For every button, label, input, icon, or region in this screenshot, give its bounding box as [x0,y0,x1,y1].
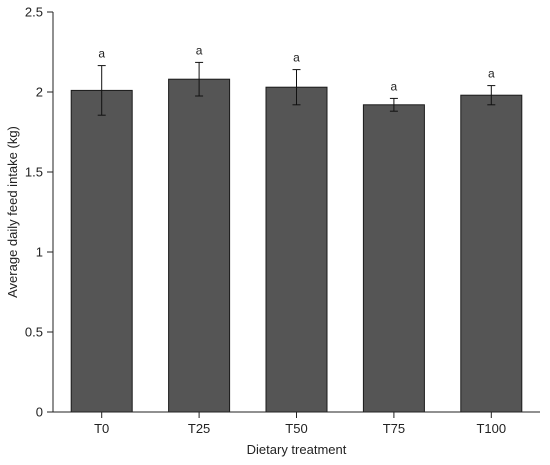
bar-t0 [70,89,133,413]
error-bar-t100 [487,85,496,106]
error-bars-layer [97,61,496,116]
bar-t100 [460,94,523,413]
y-tick-label: 2.5 [25,5,43,20]
bar-t75 [362,104,425,413]
error-bar-t50 [292,69,301,106]
significance-label-t100: a [488,67,495,81]
significance-label-t25: a [196,43,203,57]
bar-t50 [265,86,328,413]
y-tick-label: 2 [36,85,43,100]
significance-labels-layer: a a a a a [98,43,495,93]
error-bar-t75 [389,97,398,112]
x-tick-label-t50: T50 [285,421,307,436]
y-tick-label: 1.5 [25,165,43,180]
error-bar-t25 [195,61,204,97]
error-bar-t0 [97,65,106,116]
y-tick-label: 1 [36,245,43,260]
bars-layer [70,78,523,413]
y-tick-label: 0 [36,405,43,420]
y-tick-label: 0.5 [25,325,43,340]
x-tick-label-t75: T75 [383,421,405,436]
significance-label-t75: a [391,79,398,93]
y-ticks-layer: 0 0.5 1 1.5 2 2.5 [25,5,53,420]
significance-label-t50: a [293,51,300,65]
significance-label-t0: a [98,47,105,61]
x-tick-label-t100: T100 [476,421,506,436]
x-axis-title: Dietary treatment [247,442,347,457]
x-ticks-layer: T0 T25 T50 T75 T100 [94,412,506,436]
x-tick-label-t0: T0 [94,421,109,436]
x-tick-label-t25: T25 [188,421,210,436]
y-axis-title: Average daily feed intake (kg) [5,126,20,298]
bar-t25 [168,78,231,413]
